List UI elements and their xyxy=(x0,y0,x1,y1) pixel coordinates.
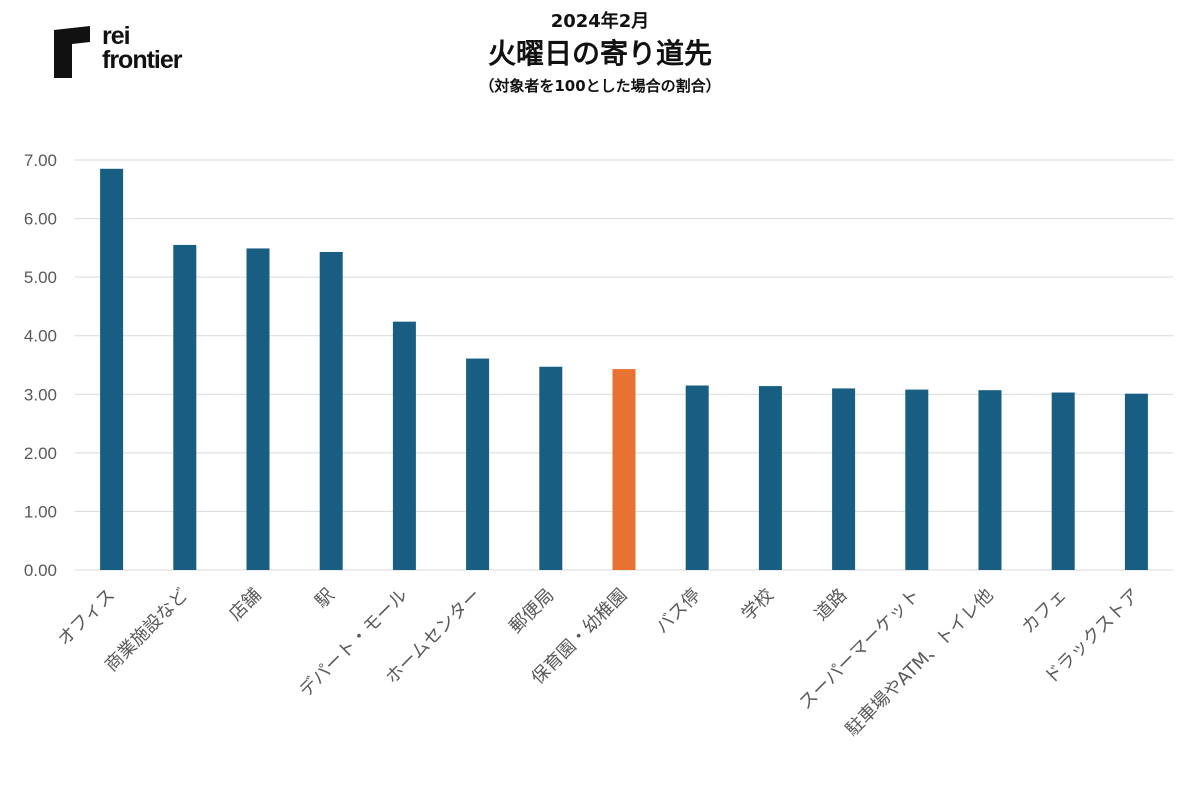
bar-0 xyxy=(100,168,124,571)
bar-3 xyxy=(319,251,343,570)
bar-9 xyxy=(758,386,782,570)
bar-4 xyxy=(392,321,416,570)
bar-1 xyxy=(173,244,197,570)
brand-logo: rei frontier xyxy=(54,22,224,82)
y-tick-label: 4.00 xyxy=(24,327,57,346)
bar-8 xyxy=(685,385,709,570)
y-tick-label: 2.00 xyxy=(24,444,57,463)
x-tick-label: オフィス xyxy=(54,585,120,651)
bar-2 xyxy=(246,248,270,570)
x-tick-label: 道路 xyxy=(811,585,851,625)
y-tick-label: 0.00 xyxy=(24,561,57,580)
logo-line-2: frontier xyxy=(102,46,182,74)
x-tick-label: 郵便局 xyxy=(505,585,558,638)
bar-6 xyxy=(539,366,563,570)
bar-7 xyxy=(612,369,636,570)
x-tick-label: 駐車場やATM、トイレ他 xyxy=(842,585,998,741)
y-tick-label: 3.00 xyxy=(24,385,57,404)
bar-14 xyxy=(1124,393,1148,570)
bar-12 xyxy=(978,390,1002,570)
x-tick-label: 駅 xyxy=(311,585,339,613)
y-tick-label: 5.00 xyxy=(24,268,57,287)
x-tick-label: カフェ xyxy=(1018,585,1071,638)
bar-10 xyxy=(832,388,856,570)
y-tick-label: 7.00 xyxy=(24,151,57,170)
x-tick-label: バス停 xyxy=(652,585,705,638)
y-tick-label: 6.00 xyxy=(24,210,57,229)
y-axis-ticks: 0.00 1.00 2.00 3.00 4.00 5.00 6.00 7.00 xyxy=(24,151,57,580)
chart-header: 2024年2月 火曜日の寄り道先 （対象者を100とした場合の割合） xyxy=(0,10,1200,98)
bar-13 xyxy=(1051,392,1075,570)
y-tick-label: 1.00 xyxy=(24,502,57,521)
bar-11 xyxy=(905,389,929,570)
logo-line-1: rei xyxy=(102,22,131,50)
x-tick-label: 学校 xyxy=(738,585,778,625)
logo-mark-icon xyxy=(54,26,90,78)
x-tick-label: スーパーマーケット xyxy=(795,585,924,714)
x-tick-label: 店舗 xyxy=(225,585,265,625)
logo-wordmark: rei frontier xyxy=(102,22,182,74)
bars xyxy=(100,168,1148,571)
chart-date: 2024年2月 xyxy=(550,11,650,32)
chart-subtitle: （対象者を100とした場合の割合） xyxy=(479,77,721,95)
chart-title: 火曜日の寄り道先 xyxy=(487,37,712,70)
bar-5 xyxy=(466,358,490,570)
